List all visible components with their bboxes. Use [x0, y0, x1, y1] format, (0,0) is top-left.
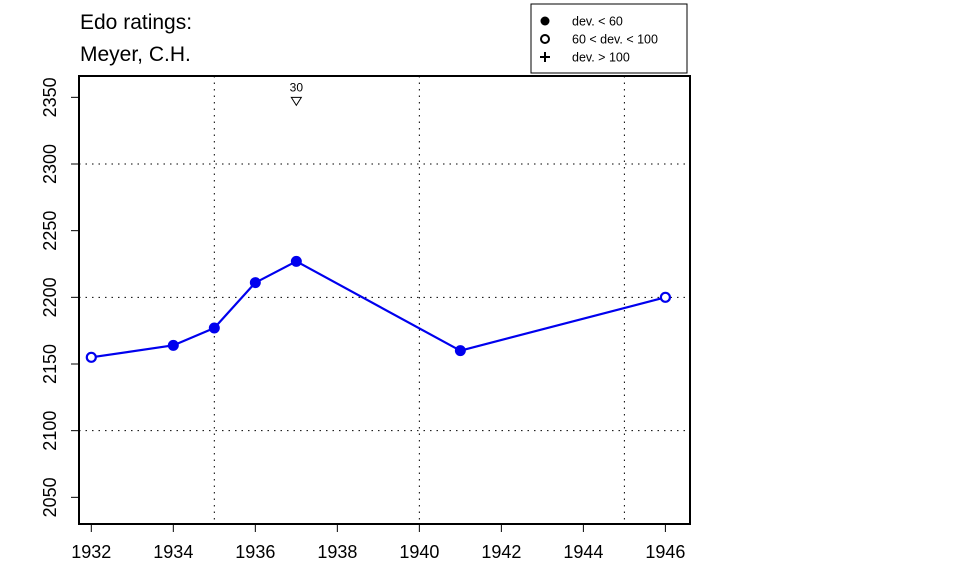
- data-point: [167, 339, 179, 351]
- data-point: [85, 351, 97, 363]
- legend-plus-icon: [540, 52, 550, 62]
- data-point: [454, 345, 466, 357]
- y-tick-label: 2300: [40, 144, 60, 184]
- x-tick-label: 1932: [71, 542, 111, 562]
- chart-title-line-1: Edo ratings:: [80, 11, 192, 34]
- legend-label: dev. < 60: [572, 15, 623, 29]
- chart-title-line-2: Meyer, C.H.: [80, 43, 191, 66]
- annotations: 30: [290, 80, 304, 107]
- triangle-down-icon: [290, 96, 303, 107]
- x-tick-label: 1940: [399, 542, 439, 562]
- plot-frame: [78, 75, 691, 525]
- data-point: [249, 277, 261, 289]
- y-tick-label: 2250: [40, 211, 60, 251]
- x-tick-label: 1938: [317, 542, 357, 562]
- data-point: [208, 322, 220, 334]
- legend-label: 60 < dev. < 100: [572, 33, 658, 47]
- y-tick-label: 2150: [40, 344, 60, 384]
- x-tick-label: 1934: [153, 542, 193, 562]
- x-axis: 1932 1934 1936 1938 1940 1942 1944 1946: [71, 524, 685, 562]
- series-line: [85, 255, 671, 363]
- legend-filled-circle-icon: [540, 16, 550, 26]
- y-tick-label: 2350: [40, 77, 60, 117]
- legend-label: dev. > 100: [572, 51, 630, 65]
- y-axis: 2050 2100 2150 2200 2250 2300 2350: [40, 77, 79, 517]
- x-tick-label: 1944: [563, 542, 603, 562]
- x-tick-label: 1936: [235, 542, 275, 562]
- legend-box: [530, 3, 688, 74]
- x-tick-label: 1946: [645, 542, 685, 562]
- y-tick-label: 2050: [40, 477, 60, 517]
- data-point: [659, 291, 671, 303]
- x-tick-label: 1942: [481, 542, 521, 562]
- annotation-label: 30: [290, 80, 304, 94]
- y-tick-label: 2100: [40, 411, 60, 451]
- legend: dev. < 60 60 < dev. < 100 dev. > 100: [530, 3, 688, 74]
- legend-open-circle-icon: [540, 34, 550, 44]
- data-point: [290, 255, 302, 267]
- y-tick-label: 2200: [40, 277, 60, 317]
- grid-lines: [79, 76, 690, 524]
